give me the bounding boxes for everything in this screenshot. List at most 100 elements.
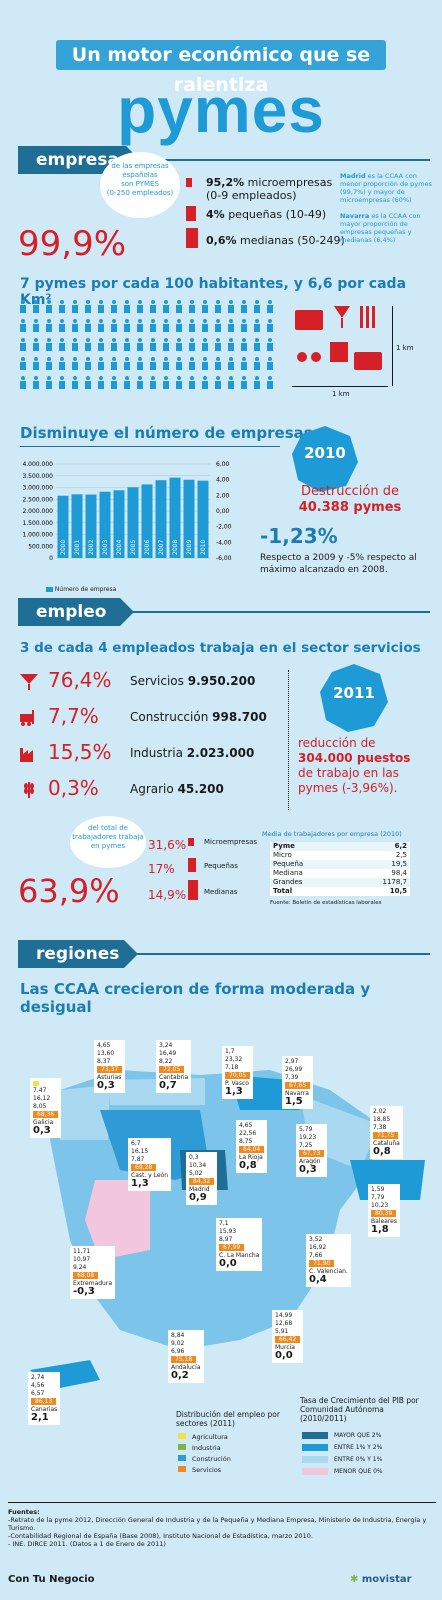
chart-legend: Número de empresa xyxy=(46,586,116,593)
person-icon xyxy=(99,376,103,380)
person-icon xyxy=(20,324,26,332)
y2-tick-label: 0,00 xyxy=(216,508,230,515)
person-icon xyxy=(241,324,247,332)
x-tick-label: 2005 xyxy=(130,540,137,555)
person-icon xyxy=(85,362,91,370)
person-icon xyxy=(203,338,207,342)
person-icon xyxy=(216,319,220,323)
person-icon xyxy=(111,305,117,313)
person-icon xyxy=(190,300,194,304)
person-icon xyxy=(60,357,64,361)
x-tick-label: 2001 xyxy=(74,540,81,555)
dist-legend: Agricultura Industria Construción Servic… xyxy=(178,1432,231,1476)
decline-desc: Respecto a 2009 y -5% respecto al máximo… xyxy=(260,553,417,575)
chart-bar xyxy=(85,494,97,558)
person-icon xyxy=(228,305,234,313)
person-icon xyxy=(229,319,233,323)
person-icon xyxy=(138,376,142,380)
person-icon xyxy=(34,357,38,361)
table-row: Total 10,5 xyxy=(270,887,410,896)
header-big-title: pymes xyxy=(117,74,325,146)
region-andalucia: 8,84 9,02 6,96 75,18 Andalucía 0,2 xyxy=(168,1330,204,1383)
person-icon xyxy=(241,305,247,313)
person-icon xyxy=(34,338,38,342)
person-icon xyxy=(254,305,260,313)
dotted-divider xyxy=(288,670,289,810)
person-icon xyxy=(177,338,181,342)
y2-tick-label: 4,00 xyxy=(216,477,230,484)
y-tick-label: 1.500.000 xyxy=(22,520,53,527)
person-icon xyxy=(47,357,51,361)
x-tick-label: 2003 xyxy=(102,540,109,555)
person-icon xyxy=(46,343,52,351)
region-pvasco: 1,7 23,32 7,18 70,05 P. Vasco 1,3 xyxy=(222,1046,254,1099)
person-icon xyxy=(33,343,39,351)
empresas-notes: Madrid es la CCAA con menor proporción d… xyxy=(340,172,432,244)
region-clamancha: 7,1 15,93 8,97 67,99 C. La Mancha 0,0 xyxy=(216,1218,263,1271)
km-horizontal-line xyxy=(292,386,388,387)
person-icon xyxy=(177,319,181,323)
person-icon xyxy=(164,319,168,323)
building-small-icon xyxy=(188,838,194,846)
person-icon xyxy=(98,343,104,351)
chart-bar xyxy=(141,484,153,558)
person-icon xyxy=(47,376,51,380)
person-icon xyxy=(125,357,129,361)
person-icon xyxy=(99,300,103,304)
person-icon xyxy=(46,381,52,389)
person-icon xyxy=(215,381,221,389)
region-castyleon: 6,7 16,15 7,87 69,28 Cast. y León 1,3 xyxy=(128,1138,172,1191)
companies-chart: 4.000.000 3.500.000 3.000.000 2.500.000 2.00… xyxy=(22,461,231,562)
person-icon xyxy=(267,362,273,370)
x-tick-label: 2009 xyxy=(186,540,193,555)
person-icon xyxy=(124,324,130,332)
x-tick-label: 2006 xyxy=(144,540,151,555)
person-icon xyxy=(72,362,78,370)
pib-legend-title: Tasa de Crecimiento del PIB por Comunida… xyxy=(300,1396,419,1423)
person-icon xyxy=(99,357,103,361)
person-icon xyxy=(242,319,246,323)
person-icon xyxy=(267,324,273,332)
person-icon xyxy=(242,338,246,342)
chart-bar xyxy=(127,487,139,558)
y-tick-label: 3.000.000 xyxy=(22,485,53,492)
badge-2010-label: 2010 xyxy=(304,444,346,462)
building-medium-icon xyxy=(186,206,196,221)
person-icon xyxy=(189,343,195,351)
person-icon xyxy=(242,300,246,304)
person-icon xyxy=(203,376,207,380)
person-icon xyxy=(150,362,156,370)
person-icon xyxy=(164,338,168,342)
region-cataluna: 2,02 18,85 7,38 71,75 Cataluña 0,8 xyxy=(370,1106,403,1159)
person-icon xyxy=(86,300,90,304)
person-icon xyxy=(72,343,78,351)
person-icon xyxy=(60,338,64,342)
person-icon xyxy=(47,300,51,304)
person-icon xyxy=(268,300,272,304)
person-icon xyxy=(254,381,260,389)
region-canarias: 2,74 4,56 6,57 86,13 Canarias 2,1 xyxy=(28,1372,61,1425)
person-icon xyxy=(73,357,77,361)
person-icon xyxy=(190,357,194,361)
person-icon xyxy=(164,376,168,380)
person-icon xyxy=(21,338,25,342)
x-tick-label: 2002 xyxy=(88,540,95,555)
table-row: Mediana 98,4 xyxy=(270,869,410,878)
person-icon xyxy=(98,324,104,332)
person-icon xyxy=(20,305,26,313)
person-icon xyxy=(229,376,233,380)
person-icon xyxy=(112,357,116,361)
person-icon xyxy=(202,343,208,351)
person-icon xyxy=(46,362,52,370)
footer-sources: Fuentes: -Retrato de la pyme 2012, Direc… xyxy=(8,1508,427,1548)
person-icon xyxy=(138,338,142,342)
legend-swatch xyxy=(46,587,53,592)
person-icon xyxy=(228,362,234,370)
person-icon xyxy=(241,381,247,389)
person-icon xyxy=(72,381,78,389)
person-icon xyxy=(33,362,39,370)
person-icon xyxy=(150,324,156,332)
building-large-icon xyxy=(188,880,198,900)
person-icon xyxy=(124,362,130,370)
y-tick-label: 4.000.000 xyxy=(22,461,53,468)
